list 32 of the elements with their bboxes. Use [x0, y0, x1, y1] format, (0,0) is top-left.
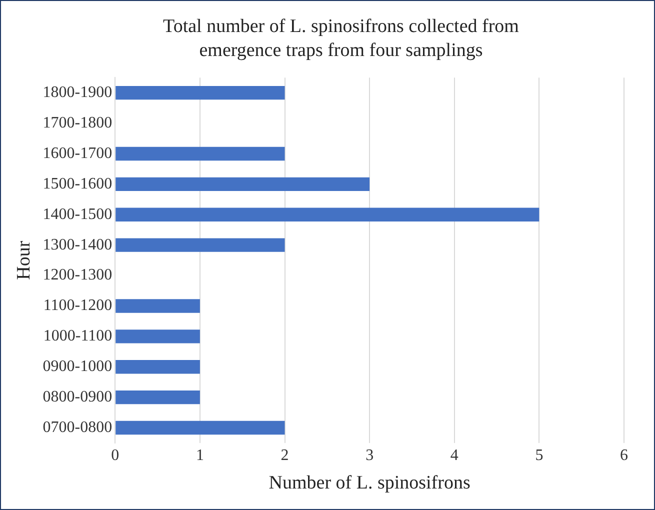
x-axis-title: Number of L. spinosifrons	[268, 472, 470, 494]
y-tick-label: 0900-1000	[42, 358, 112, 376]
x-tick-label: 0	[111, 446, 120, 464]
bar	[116, 299, 200, 313]
y-tick-label: 0800-0900	[42, 388, 112, 406]
y-tick-label: 1800-1900	[42, 84, 112, 102]
bar	[116, 360, 200, 374]
x-tick-label: 4	[450, 446, 458, 464]
y-tick-label: 1300-1400	[42, 236, 112, 254]
bar	[116, 330, 200, 344]
x-tick-label: 3	[366, 446, 374, 464]
bar	[116, 238, 285, 252]
bar	[116, 208, 540, 222]
y-tick-label: 1000-1100	[43, 328, 112, 345]
bar	[116, 390, 200, 404]
y-tick-label: 1100-1200	[43, 297, 112, 314]
y-tick-label: 1600-1700	[42, 144, 112, 162]
y-tick-label: 1500-1600	[42, 175, 112, 192]
y-tick-label: 1400-1500	[42, 206, 112, 223]
y-tick-label: 0700-0800	[42, 418, 112, 436]
y-axis-title: Hour	[13, 240, 34, 280]
bar	[116, 146, 285, 161]
y-tick-label: 1700-1800	[42, 114, 112, 132]
bar	[116, 177, 370, 192]
bar	[116, 86, 285, 100]
x-tick-label: 2	[280, 446, 289, 464]
bar	[116, 420, 285, 435]
x-tick-label: 1	[196, 446, 204, 464]
x-tick-label: 5	[535, 446, 544, 464]
chart-title: Total number of L. spinosifrons collected from emergence traps from four samplings	[162, 15, 520, 63]
x-tick-label: 6	[620, 446, 628, 464]
y-tick-label: 1200-1300	[42, 266, 112, 284]
